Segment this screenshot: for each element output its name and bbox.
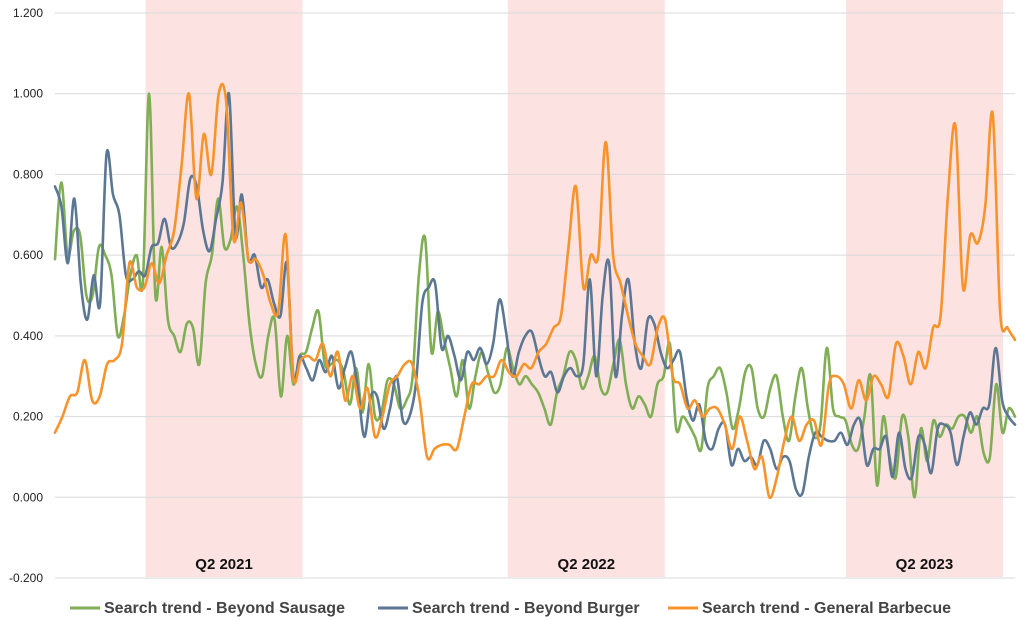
y-tick-label-2: 0.800 xyxy=(13,167,43,181)
series-lines xyxy=(53,82,1017,500)
band-labels: Q2 2021 Q2 2022 Q2 2023 xyxy=(195,556,953,573)
y-axis-ticks: 1.200 1.000 0.800 0.600 0.400 0.200 0.000 -0.20… xyxy=(9,6,43,585)
legend-label-1: Search trend - Beyond Burger xyxy=(412,600,640,617)
y-tick-label-6: 0.000 xyxy=(13,490,43,504)
y-tick-label-0: 1.200 xyxy=(13,6,43,20)
highlight-band-2 xyxy=(845,0,1003,577)
highlight-band-0 xyxy=(145,0,303,577)
legend-label-0: Search trend - Beyond Sausage xyxy=(104,600,345,617)
y-tick-label-3: 0.600 xyxy=(13,248,43,262)
legend: Search trend - Beyond Sausage Search tren… xyxy=(70,600,951,617)
band-label-2: Q2 2023 xyxy=(896,556,954,573)
y-tick-label-4: 0.400 xyxy=(13,329,43,343)
highlight-bands xyxy=(145,0,1003,577)
band-label-1: Q2 2022 xyxy=(558,556,616,573)
series-line-1 xyxy=(53,92,1017,498)
y-tick-label-1: 1.000 xyxy=(13,87,43,101)
band-label-0: Q2 2021 xyxy=(195,556,253,573)
y-tick-label-5: 0.200 xyxy=(13,410,43,424)
legend-label-2: Search trend - General Barbecue xyxy=(702,600,951,617)
y-tick-label-7: -0.200 xyxy=(9,571,43,585)
gridlines xyxy=(55,12,1015,579)
series-line-0 xyxy=(53,92,1017,499)
series-line-2 xyxy=(53,82,1017,500)
